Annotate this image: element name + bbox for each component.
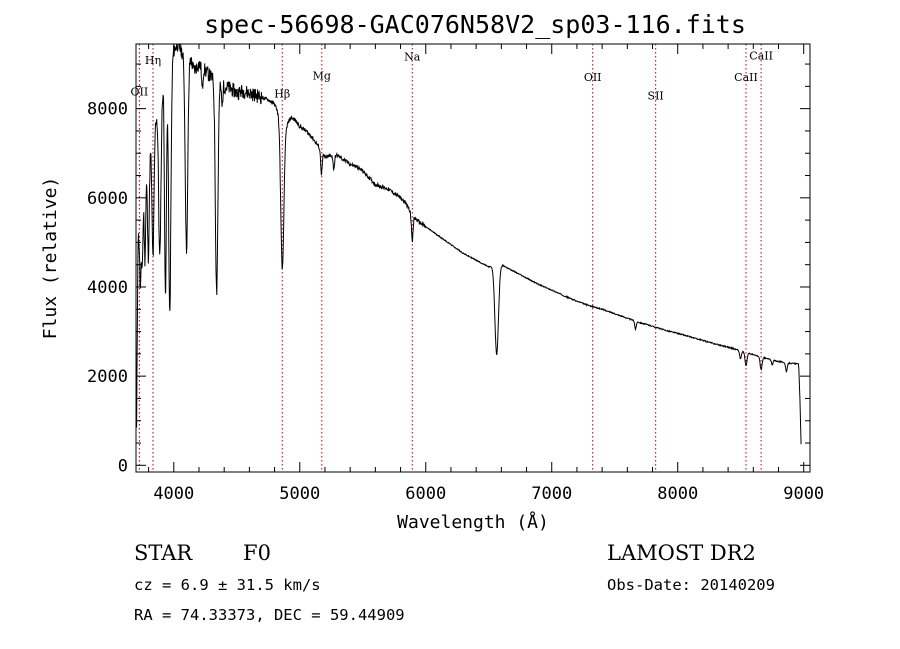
y-tick-label-4000: 4000 <box>87 278 128 298</box>
y-axis: 0 2000 4000 6000 8000 <box>87 63 810 476</box>
x-tick-label-7000: 7000 <box>531 484 572 504</box>
x-tick-label-4000: 4000 <box>153 484 194 504</box>
object-subclass: F0 <box>243 541 271 565</box>
plot-frame <box>135 43 811 473</box>
object-class: STAR <box>134 541 193 565</box>
redshift-readout: cz = 6.9 ± 31.5 km/s <box>134 576 321 594</box>
spectral-line-labels: OII Hη Hβ Mg Na OII SII CaII CaII <box>131 50 773 103</box>
line-label-8: CaII <box>749 50 773 63</box>
line-label-0: OII <box>131 85 149 98</box>
y-tick-label-0: 0 <box>118 456 128 476</box>
x-tick-label-9000: 9000 <box>783 484 824 504</box>
obs-date: Obs-Date: 20140209 <box>607 576 775 594</box>
line-label-3: Mg <box>313 70 331 83</box>
survey-name: LAMOST DR2 <box>607 541 756 565</box>
x-tick-label-8000: 8000 <box>657 484 698 504</box>
spectrum-line <box>136 43 802 445</box>
x-tick-label-6000: 6000 <box>405 484 446 504</box>
y-tick-label-6000: 6000 <box>87 189 128 209</box>
line-label-4: Na <box>404 50 421 63</box>
spectral-line-markers <box>138 44 762 472</box>
line-label-1: Hη <box>145 54 161 67</box>
x-axis: 4000 5000 6000 7000 8000 9000 <box>148 44 824 504</box>
line-label-5: OII <box>584 71 602 84</box>
line-label-6: SII <box>648 90 664 103</box>
chart-title: spec-56698-GAC076N58V2_sp03-116.fits <box>204 10 746 39</box>
x-axis-label: Wavelength (Å) <box>397 511 549 533</box>
coordinates: RA = 74.33373, DEC = 59.44909 <box>134 606 405 624</box>
x-tick-label-5000: 5000 <box>279 484 320 504</box>
y-tick-label-2000: 2000 <box>87 367 128 387</box>
y-axis-label: Flux (relative) <box>40 177 61 340</box>
line-label-2: Hβ <box>274 88 290 101</box>
line-label-7: CaII <box>734 71 758 84</box>
y-tick-label-8000: 8000 <box>87 100 128 120</box>
